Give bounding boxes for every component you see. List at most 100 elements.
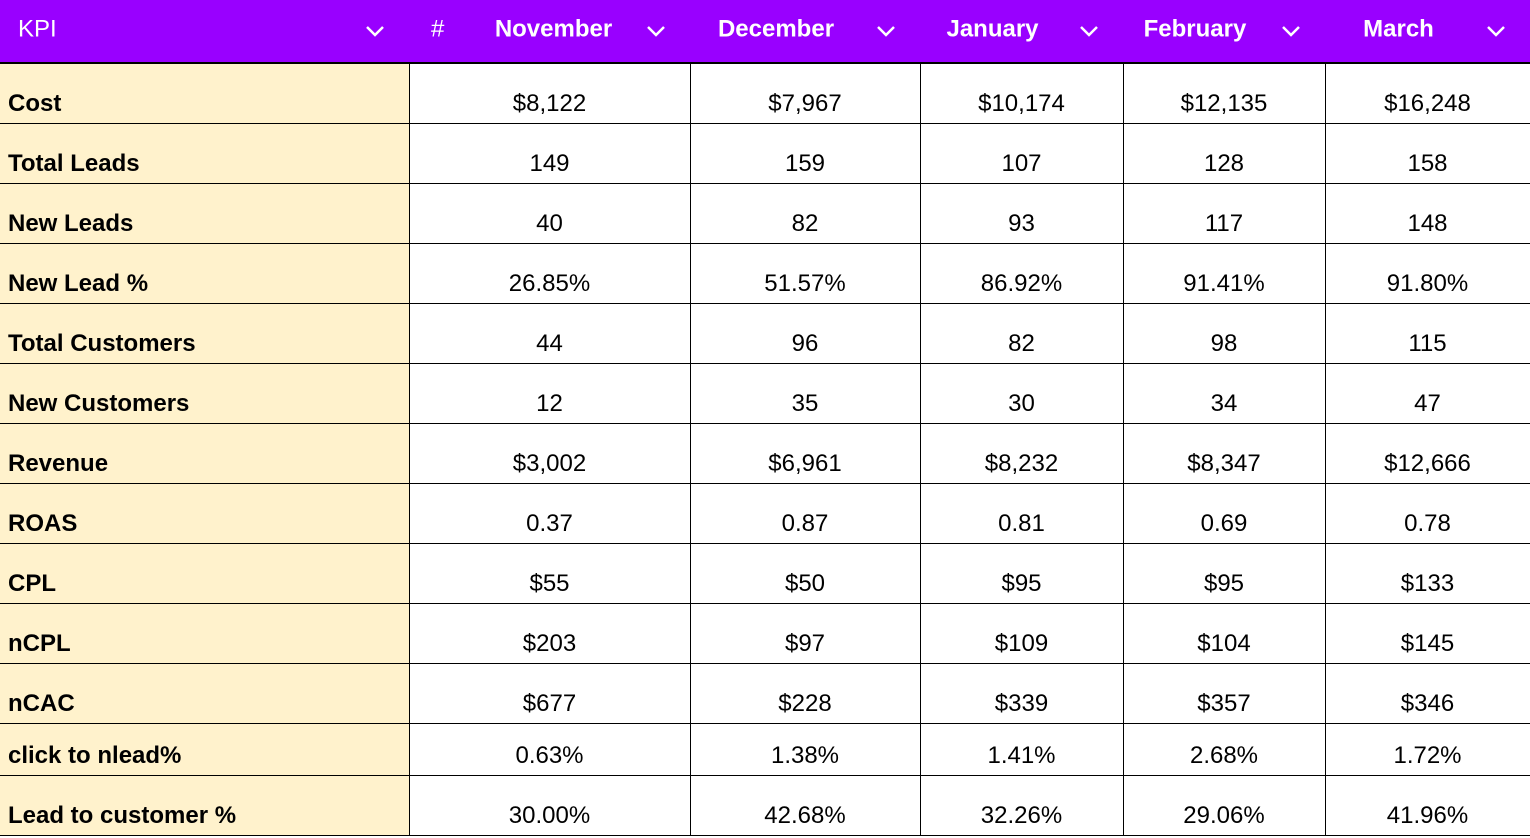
value-cell[interactable]: 82 [919,302,1124,364]
value-cell[interactable]: $55 [408,542,691,604]
header-month-label: January [946,15,1039,43]
value-cell[interactable]: $10,174 [919,62,1124,124]
value-cell[interactable]: 0.87 [689,482,921,544]
value-cell[interactable]: $7,967 [689,62,921,124]
kpi-cell[interactable]: click to nlead% [0,722,410,776]
value-cell[interactable]: $8,122 [408,62,691,124]
value-cell[interactable]: 0.81 [919,482,1124,544]
value-cell[interactable]: 47 [1324,362,1530,424]
value-cell[interactable]: 86.92% [919,242,1124,304]
value-cell[interactable]: $50 [689,542,921,604]
value-cell[interactable]: $95 [919,542,1124,604]
chevron-down-icon[interactable] [1281,25,1301,37]
kpi-cell[interactable]: Total Leads [0,122,410,184]
value-cell[interactable]: $8,347 [1122,422,1326,484]
value-cell[interactable]: 1.38% [689,722,921,776]
value-cell[interactable]: $339 [919,662,1124,724]
value-cell[interactable]: $97 [689,602,921,664]
header-kpi[interactable]: KPI [0,0,409,63]
table-row: ROAS 0.37 0.87 0.81 0.69 0.78 [0,482,1530,544]
value-cell[interactable]: 32.26% [919,774,1124,836]
value-cell[interactable]: 44 [408,302,691,364]
value-cell[interactable]: $16,248 [1324,62,1530,124]
kpi-cell[interactable]: New Leads [0,182,410,244]
header-month-february[interactable]: February [1123,0,1325,63]
chevron-down-icon[interactable] [1079,25,1099,37]
value-cell[interactable]: 107 [919,122,1124,184]
kpi-cell[interactable]: Cost [0,62,410,124]
value-cell[interactable]: 98 [1122,302,1326,364]
value-cell[interactable]: 149 [408,122,691,184]
header-kpi-label: KPI [18,15,57,43]
value-cell[interactable]: 117 [1122,182,1326,244]
header-month-label: February [1143,15,1247,43]
table-row: Total Customers 44 96 82 98 115 [0,302,1530,364]
chevron-down-icon[interactable] [646,25,666,37]
kpi-cell[interactable]: nCPL [0,602,410,664]
table-row: CPL $55 $50 $95 $95 $133 [0,542,1530,604]
value-cell[interactable]: $677 [408,662,691,724]
value-cell[interactable]: 159 [689,122,921,184]
table-row: nCAC $677 $228 $339 $357 $346 [0,662,1530,724]
header-month-december[interactable]: December [690,0,920,63]
value-cell[interactable]: $6,961 [689,422,921,484]
chevron-down-icon[interactable] [365,25,385,37]
value-cell[interactable]: 115 [1324,302,1530,364]
value-cell[interactable]: 41.96% [1324,774,1530,836]
header-row: KPI # November December January Fe [0,0,1530,63]
value-cell[interactable]: 96 [689,302,921,364]
chevron-down-icon[interactable] [1486,25,1506,37]
header-month-january[interactable]: January [920,0,1123,63]
value-cell[interactable]: 0.78 [1324,482,1530,544]
value-cell[interactable]: 91.41% [1122,242,1326,304]
header-month-november[interactable]: # November [409,0,690,63]
value-cell[interactable]: $133 [1324,542,1530,604]
value-cell[interactable]: 42.68% [689,774,921,836]
value-cell[interactable]: 12 [408,362,691,424]
value-cell[interactable]: 0.69 [1122,482,1326,544]
value-cell[interactable]: 30 [919,362,1124,424]
value-cell[interactable]: $12,666 [1324,422,1530,484]
value-cell[interactable]: 0.37 [408,482,691,544]
value-cell[interactable]: 91.80% [1324,242,1530,304]
value-cell[interactable]: 34 [1122,362,1326,424]
value-cell[interactable]: $12,135 [1122,62,1326,124]
value-cell[interactable]: 29.06% [1122,774,1326,836]
chevron-down-icon[interactable] [876,25,896,37]
value-cell[interactable]: 40 [408,182,691,244]
value-cell[interactable]: $109 [919,602,1124,664]
value-cell[interactable]: $104 [1122,602,1326,664]
value-cell[interactable]: 2.68% [1122,722,1326,776]
value-cell[interactable]: 158 [1324,122,1530,184]
kpi-cell[interactable]: Revenue [0,422,410,484]
kpi-cell[interactable]: CPL [0,542,410,604]
header-month-march[interactable]: March [1325,0,1530,63]
value-cell[interactable]: 128 [1122,122,1326,184]
header-month-label: November [494,15,613,43]
kpi-cell[interactable]: New Customers [0,362,410,424]
value-cell[interactable]: 30.00% [408,774,691,836]
value-cell[interactable]: 93 [919,182,1124,244]
kpi-cell[interactable]: Total Customers [0,302,410,364]
value-cell[interactable]: 82 [689,182,921,244]
value-cell[interactable]: 51.57% [689,242,921,304]
value-cell[interactable]: 0.63% [408,722,691,776]
kpi-cell[interactable]: Lead to customer % [0,774,410,836]
value-cell[interactable]: $203 [408,602,691,664]
value-cell[interactable]: 35 [689,362,921,424]
value-cell[interactable]: $3,002 [408,422,691,484]
value-cell[interactable]: $228 [689,662,921,724]
kpi-cell[interactable]: nCAC [0,662,410,724]
value-cell[interactable]: 1.41% [919,722,1124,776]
value-cell[interactable]: $357 [1122,662,1326,724]
table-row: click to nlead% 0.63% 1.38% 1.41% 2.68% … [0,722,1530,776]
value-cell[interactable]: 26.85% [408,242,691,304]
value-cell[interactable]: $95 [1122,542,1326,604]
value-cell[interactable]: $8,232 [919,422,1124,484]
kpi-cell[interactable]: ROAS [0,482,410,544]
kpi-cell[interactable]: New Lead % [0,242,410,304]
value-cell[interactable]: 1.72% [1324,722,1530,776]
value-cell[interactable]: $145 [1324,602,1530,664]
value-cell[interactable]: 148 [1324,182,1530,244]
value-cell[interactable]: $346 [1324,662,1530,724]
